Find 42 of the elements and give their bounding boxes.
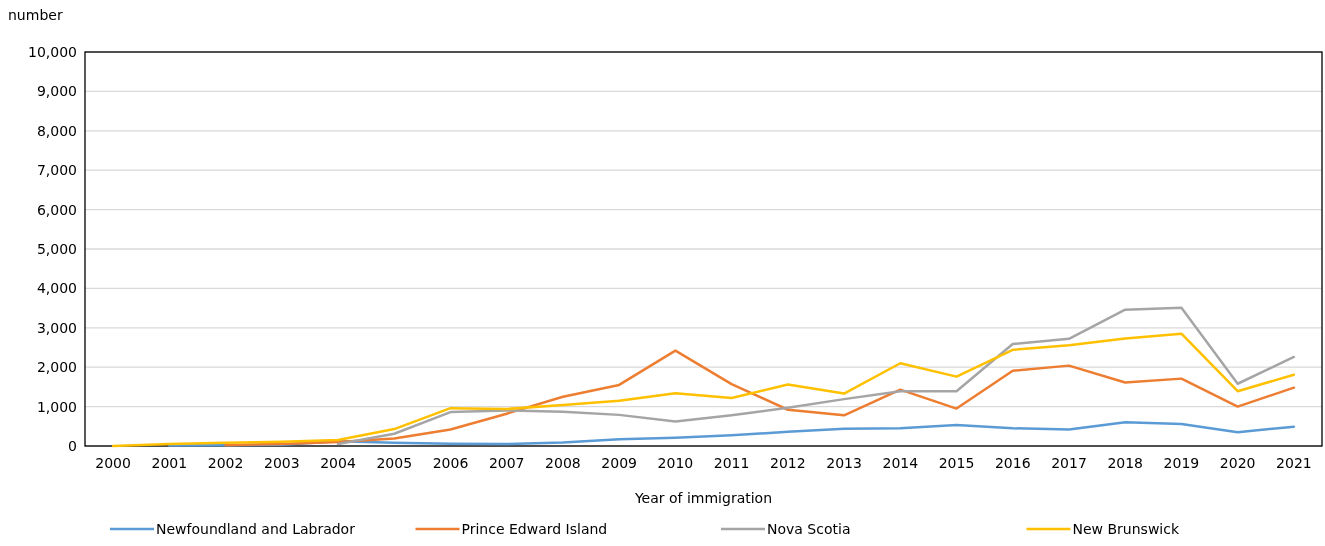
x-tick-label: 2008 — [545, 455, 581, 471]
y-tick-label: 2,000 — [36, 359, 77, 376]
x-tick-label: 2007 — [488, 455, 525, 471]
y-tick-label: 7,000 — [36, 162, 77, 179]
line-series — [224, 349, 1296, 447]
legend-label: Nova Scotia — [767, 521, 851, 537]
y-tick-label: 5,000 — [36, 240, 77, 257]
x-tick-label: 2018 — [1107, 455, 1144, 471]
x-tick-label: 2017 — [1051, 455, 1087, 471]
x-tick-label: 2004 — [320, 455, 356, 471]
line-series — [336, 306, 1296, 446]
x-tick-label: 2021 — [1276, 455, 1312, 471]
x-tick-label: 2015 — [938, 455, 975, 471]
x-tick-label: 2002 — [207, 455, 244, 471]
x-axis-title: Year of immigration — [633, 490, 773, 506]
line-series — [111, 332, 1296, 448]
x-tick-label: 2000 — [95, 455, 131, 471]
legend-label: Prince Edward Island — [461, 521, 608, 537]
x-tick-label: 2003 — [263, 455, 300, 471]
y-tick-label: 6,000 — [36, 201, 77, 218]
y-tick-label: 9,000 — [36, 83, 77, 100]
y-tick-label: 8,000 — [36, 122, 77, 139]
legend-label: Newfoundland and Labrador — [156, 521, 356, 537]
y-tick-label: 1,000 — [36, 398, 77, 415]
x-tick-label: 2011 — [713, 455, 750, 471]
y-tick-label: 10,000 — [28, 43, 77, 60]
x-tick-label: 2001 — [151, 455, 188, 471]
x-tick-label: 2014 — [882, 455, 919, 471]
y-axis-title: number — [8, 7, 63, 23]
legend-label: New Brunswick — [1072, 521, 1180, 537]
x-tick-label: 2013 — [826, 455, 862, 471]
y-tick-label: 0 — [68, 437, 77, 454]
x-tick-label: 2006 — [432, 455, 469, 471]
x-tick-label: 2016 — [994, 455, 1031, 471]
y-tick-label: 3,000 — [36, 319, 77, 336]
x-tick-label: 2005 — [376, 455, 413, 471]
x-tick-label: 2009 — [601, 455, 637, 471]
x-tick-label: 2020 — [1219, 455, 1256, 471]
x-tick-label: 2012 — [770, 455, 806, 471]
y-tick-label: 4,000 — [36, 280, 77, 297]
x-tick-label: 2010 — [657, 455, 694, 471]
x-tick-label: 2019 — [1163, 455, 1200, 471]
